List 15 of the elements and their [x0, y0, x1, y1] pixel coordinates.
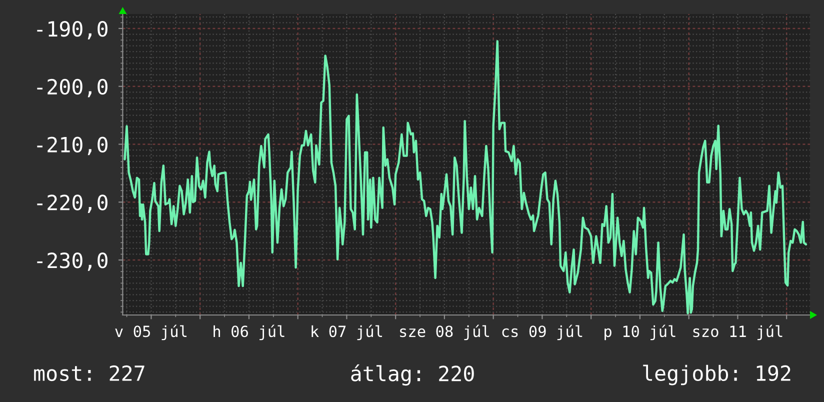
y-tick-label: -210,0 — [37, 136, 108, 156]
x-tick-label: sze 08 júl — [400, 324, 489, 340]
y-tick-label: -190,0 — [37, 20, 108, 40]
x-tick-label: cs 09 júl — [502, 324, 582, 340]
y-tick-label: -220,0 — [37, 194, 108, 214]
y-tick-label: -230,0 — [37, 252, 108, 271]
x-tick-label: h 06 júl — [214, 324, 284, 340]
x-tick-label: k 07 júl — [312, 324, 382, 340]
x-tick-label: v 05 júl — [115, 324, 187, 340]
y-tick-label: -200,0 — [37, 78, 108, 98]
text: legjobb: 192 — [643, 364, 790, 386]
x-tick-label: szo 11 júl — [693, 324, 782, 340]
x-tick-label: p 10 júl — [604, 324, 676, 340]
text: most: 227 — [34, 365, 144, 382]
text: átlag: 220 — [351, 364, 474, 386]
